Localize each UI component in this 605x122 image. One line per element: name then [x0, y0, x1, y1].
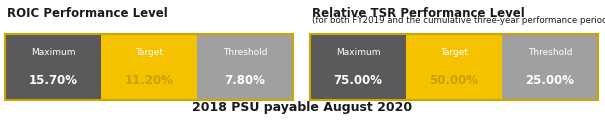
Bar	[502, 34, 598, 100]
Text: (for both FY2019 and the cumulative three-year performance period): (for both FY2019 and the cumulative thre…	[312, 16, 605, 25]
Bar	[5, 34, 293, 100]
Text: 50.00%: 50.00%	[430, 74, 479, 87]
Bar	[310, 34, 406, 100]
Text: 25.00%: 25.00%	[526, 74, 575, 87]
Text: 75.00%: 75.00%	[333, 74, 382, 87]
Text: Maximum: Maximum	[31, 48, 75, 57]
Bar	[197, 34, 293, 100]
Text: 2018 PSU payable August 2020: 2018 PSU payable August 2020	[192, 101, 412, 114]
Bar	[5, 34, 101, 100]
Text: 11.20%: 11.20%	[125, 74, 174, 87]
Text: Target: Target	[135, 48, 163, 57]
Text: Relative TSR Performance Level: Relative TSR Performance Level	[312, 7, 525, 20]
Text: ROIC Performance Level: ROIC Performance Level	[7, 7, 168, 20]
Text: Target: Target	[440, 48, 468, 57]
Bar	[310, 34, 598, 100]
Text: Threshold: Threshold	[223, 48, 267, 57]
Text: Maximum: Maximum	[336, 48, 381, 57]
Text: 15.70%: 15.70%	[28, 74, 77, 87]
Text: 7.80%: 7.80%	[224, 74, 266, 87]
Bar	[101, 34, 197, 100]
Bar	[406, 34, 502, 100]
Text: Threshold: Threshold	[528, 48, 572, 57]
